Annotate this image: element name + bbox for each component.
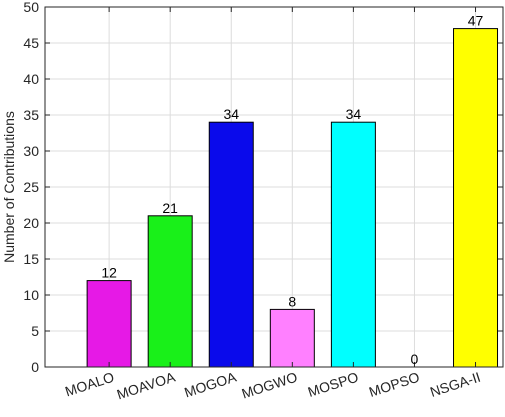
- x-tick-label: MOPSO: [367, 369, 422, 400]
- y-tick-label: 20: [23, 215, 39, 231]
- x-tick-label: MOSPO: [306, 369, 361, 400]
- x-tick-label: MOALO: [63, 369, 116, 400]
- x-tick-label: MOGWO: [240, 369, 300, 402]
- y-tick-label: 50: [23, 0, 39, 15]
- data-label-mopso: 0: [411, 351, 419, 367]
- y-tick-label: 40: [23, 71, 39, 87]
- x-tick-label: NSGA-II: [428, 369, 483, 400]
- bars: [86, 28, 499, 368]
- bar-mogwo: [269, 308, 315, 368]
- bar-mospo: [330, 121, 376, 368]
- y-tick-label: 35: [23, 107, 39, 123]
- axes-box: [44, 6, 504, 368]
- y-tick-label: 15: [23, 251, 39, 267]
- y-axis-title: Number of Contributions: [1, 111, 17, 263]
- y-tick-label: 10: [23, 287, 39, 303]
- y-tick-label: 25: [23, 179, 39, 195]
- data-labels: 12 21 34 8 34 0 47: [101, 13, 483, 367]
- data-label-mogwo: 8: [288, 293, 296, 309]
- data-label-moavoa: 21: [162, 200, 178, 216]
- y-tick-label: 0: [31, 359, 39, 375]
- bar-mogoa: [208, 121, 254, 368]
- bar-moavoa: [147, 215, 193, 368]
- data-label-mospo: 34: [346, 106, 362, 122]
- data-label-mogoa: 34: [223, 106, 239, 122]
- y-tick-label: 30: [23, 143, 39, 159]
- y-tick-label: 45: [23, 35, 39, 51]
- y-tick-label: 5: [31, 323, 39, 339]
- data-label-nsga-ii: 47: [468, 13, 484, 29]
- data-label-moalo: 12: [101, 265, 117, 281]
- bar-moalo: [86, 280, 132, 368]
- x-tick-label: MOGOA: [182, 368, 239, 400]
- x-tick-label: MOAVOA: [115, 368, 178, 402]
- bar-nsga-ii: [453, 28, 499, 368]
